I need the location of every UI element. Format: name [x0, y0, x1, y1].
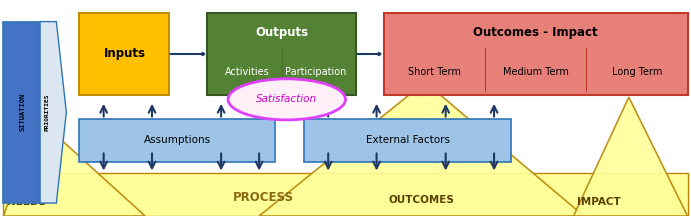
Bar [79, 13, 169, 95]
Text: PROCESS: PROCESS [233, 191, 294, 204]
Bar [3, 22, 41, 203]
Bar [304, 119, 511, 162]
Text: Satisfaction: Satisfaction [256, 94, 317, 104]
Polygon shape [40, 22, 66, 203]
Bar [207, 13, 356, 95]
Text: Short Term: Short Term [408, 67, 461, 77]
Text: NEEDS: NEEDS [7, 197, 46, 207]
Bar [384, 13, 688, 95]
Polygon shape [574, 97, 688, 216]
Text: Activities: Activities [225, 67, 269, 77]
Polygon shape [259, 82, 584, 216]
Polygon shape [3, 119, 145, 216]
Ellipse shape [228, 79, 346, 120]
Text: External Factors: External Factors [366, 135, 450, 145]
Text: Outcomes - Impact: Outcomes - Impact [473, 26, 598, 39]
Text: Outputs: Outputs [255, 26, 308, 39]
Text: Participation: Participation [285, 67, 346, 77]
Text: PRIORITIES: PRIORITIES [45, 94, 50, 131]
Text: SITUATION: SITUATION [19, 93, 26, 132]
Bar [3, 173, 688, 216]
Text: Inputs: Inputs [104, 48, 145, 60]
Text: Medium Term: Medium Term [502, 67, 569, 77]
Text: OUTCOMES: OUTCOMES [388, 195, 455, 205]
Text: IMPACT: IMPACT [577, 197, 621, 207]
Text: Assumptions: Assumptions [144, 135, 211, 145]
Bar [79, 119, 275, 162]
Text: Long Term: Long Term [612, 67, 662, 77]
